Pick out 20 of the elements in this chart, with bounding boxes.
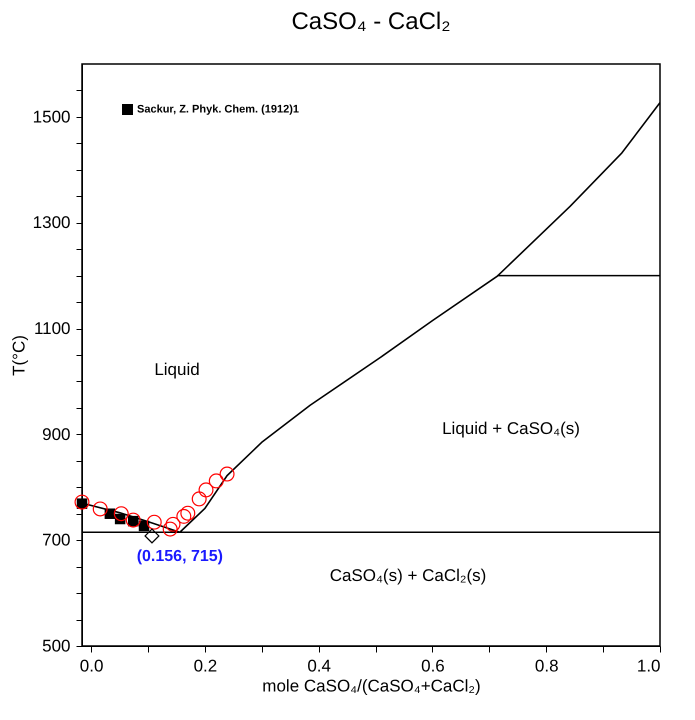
annotation: CaSO₄(s) + CaCl₂(s) [330, 566, 486, 585]
legend-label: Sackur, Z. Phyk. Chem. (1912)1 [137, 104, 300, 116]
x-tick-label: 0.0 [80, 656, 104, 676]
annotation: Liquid + CaSO₄(s) [442, 419, 580, 438]
y-tick-label: 900 [42, 424, 70, 444]
y-tick-label: 700 [42, 530, 70, 550]
y-tick-label: 500 [42, 636, 70, 656]
x-tick-label: 1.0 [636, 656, 660, 676]
annotation: Liquid [154, 360, 200, 379]
y-tick-label: 1500 [32, 107, 70, 126]
x-tick-label: 0.2 [194, 656, 218, 676]
annotation: (0.156, 715) [136, 548, 223, 566]
y-axis-title: T(°C) [10, 335, 29, 376]
x-axis-title: mole CaSO₄/(CaSO₄+CaCl₂) [262, 676, 481, 696]
x-tick-label: 0.4 [307, 656, 331, 676]
y-tick-label: 1300 [32, 213, 70, 232]
chart-title: CaSO₄ - CaCl₂ [291, 8, 451, 35]
x-tick-label: 0.6 [421, 656, 445, 676]
x-tick-label: 0.8 [534, 656, 559, 676]
y-tick-label: 1100 [34, 319, 70, 338]
